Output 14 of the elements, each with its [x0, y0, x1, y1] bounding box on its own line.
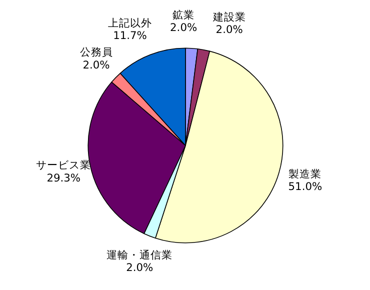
- data-label: 2.0%: [170, 21, 198, 34]
- data-label: 2.0%: [126, 261, 154, 274]
- data-label: 2.0%: [82, 58, 110, 72]
- slice-label: サービス業: [36, 158, 92, 172]
- data-label: 2.0%: [216, 22, 243, 36]
- data-label: 11.7%: [113, 29, 147, 42]
- slice-label: 公務員: [80, 46, 113, 59]
- slice-label: 鉱業: [172, 8, 195, 22]
- slice-label: 運輸・通信業: [106, 248, 173, 262]
- slice-label: 上記以外: [108, 16, 152, 30]
- slice-label: 建設業: [212, 10, 246, 24]
- slice-label: 製造業: [288, 167, 322, 180]
- data-label: 29.3%: [46, 171, 81, 184]
- data-label: 51.0%: [288, 180, 322, 194]
